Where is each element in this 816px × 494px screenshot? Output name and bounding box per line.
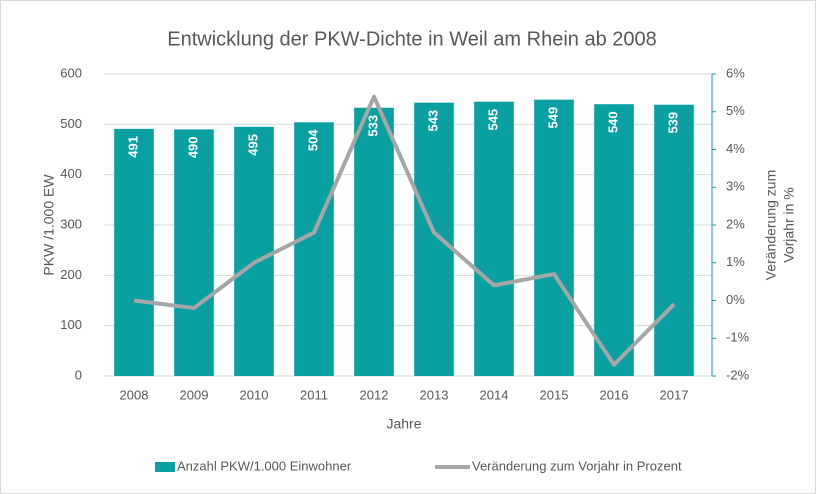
y-tick-label: 0 xyxy=(75,367,82,382)
bar-value-label: 539 xyxy=(665,112,680,134)
bar xyxy=(294,122,334,376)
bar xyxy=(654,104,694,376)
bar xyxy=(534,99,574,377)
y-tick-label: 400 xyxy=(60,166,82,181)
x-tick-label: 2017 xyxy=(660,387,689,402)
x-tick-label: 2016 xyxy=(600,387,629,402)
legend-swatch xyxy=(155,462,175,472)
y2-tick-label: 2% xyxy=(726,216,745,231)
y-tick-label: 500 xyxy=(60,116,82,131)
y2-tick-label: 0% xyxy=(726,292,745,307)
x-tick-label: 2011 xyxy=(300,387,328,402)
y2-tick-label: 6% xyxy=(726,65,745,80)
y2-axis-title: Vorjahr in % xyxy=(781,187,797,262)
x-tick-label: 2013 xyxy=(420,387,449,402)
y2-tick-label: 4% xyxy=(726,141,745,156)
bar-value-label: 543 xyxy=(425,110,440,132)
x-tick-label: 2015 xyxy=(540,387,569,402)
line-series xyxy=(133,94,676,367)
y-tick-label: 200 xyxy=(60,267,82,282)
y-tick-label: 300 xyxy=(60,216,82,231)
legend-label: Veränderung zum Vorjahr in Prozent xyxy=(472,458,682,473)
x-axis-title: Jahre xyxy=(386,416,421,432)
x-tick-label: 2009 xyxy=(180,387,209,402)
bar-value-label: 545 xyxy=(485,109,500,131)
bar xyxy=(414,102,454,376)
bar xyxy=(174,129,214,376)
y2-tick-label: 5% xyxy=(726,103,745,118)
y-axis-title: PKW /1.000 EW xyxy=(41,174,57,276)
bar-value-label: 491 xyxy=(125,136,140,158)
x-tick-label: 2008 xyxy=(120,387,149,402)
y2-tick-label: -1% xyxy=(726,330,750,345)
chart-title: Entwicklung der PKW-Dichte in Weil am Rh… xyxy=(167,28,657,50)
bar xyxy=(114,128,154,376)
x-tick-label: 2014 xyxy=(480,387,509,402)
bar xyxy=(354,107,394,377)
bar-value-label: 504 xyxy=(305,129,320,151)
bar-value-label: 549 xyxy=(545,107,560,129)
bar-value-label: 533 xyxy=(365,115,380,137)
y-tick-label: 100 xyxy=(60,317,82,332)
bar-value-label: 540 xyxy=(605,111,620,133)
x-tick-label: 2010 xyxy=(240,387,269,402)
legend-label: Anzahl PKW/1.000 Einwohner xyxy=(177,458,352,473)
y2-tick-label: 3% xyxy=(726,179,745,194)
bar xyxy=(474,101,514,376)
bar xyxy=(234,126,274,376)
bar-value-label: 490 xyxy=(185,137,200,159)
bar xyxy=(594,104,634,376)
bar-value-label: 495 xyxy=(245,134,260,156)
y2-tick-label: 1% xyxy=(726,254,745,269)
y-tick-label: 600 xyxy=(60,65,82,80)
y2-axis-title: Veränderung zum xyxy=(763,170,779,281)
y2-tick-label: -2% xyxy=(726,367,750,382)
x-tick-label: 2012 xyxy=(360,387,389,402)
